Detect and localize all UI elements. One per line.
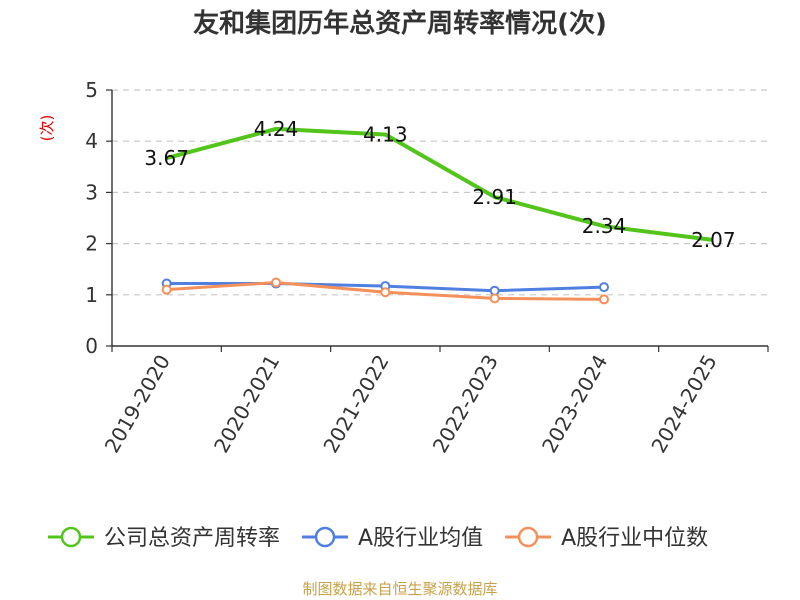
x-tick-label: 2021-2022 xyxy=(318,351,393,457)
data-point xyxy=(380,287,391,298)
chart-title: 友和集团历年总资产周转率情况(次) xyxy=(193,8,607,39)
data-label: 2.91 xyxy=(472,185,517,209)
data-label: 3.67 xyxy=(144,146,189,170)
grid xyxy=(112,89,768,296)
y-tick-label: 5 xyxy=(85,78,98,102)
y-tick-label: 0 xyxy=(85,334,98,358)
legend-label-0: 公司总资产周转率 xyxy=(104,526,280,551)
x-tick-label: 2023-2024 xyxy=(537,351,612,457)
source-note: 制图数据来自恒生聚源数据库 xyxy=(302,580,497,598)
y-tick-label: 1 xyxy=(85,283,98,307)
series-line-0 xyxy=(166,126,714,243)
data-point xyxy=(489,293,500,304)
legend-marker-2 xyxy=(517,526,539,548)
series xyxy=(161,126,714,305)
legend-marker-1 xyxy=(314,526,336,548)
data-labels: 3.67 4.24 4.13 2.91 2.34 2.07 xyxy=(144,117,735,252)
x-tick-label: 2022-2023 xyxy=(428,350,503,456)
legend-marker-0 xyxy=(60,526,82,548)
data-point xyxy=(161,284,172,295)
y-tick-label: 2 xyxy=(85,232,98,256)
y-tick-label: 4 xyxy=(85,129,98,153)
data-point xyxy=(599,282,609,293)
data-point xyxy=(271,277,281,288)
data-point xyxy=(599,294,609,305)
legend-label-1: A股行业均值 xyxy=(358,526,483,551)
data-label: 4.24 xyxy=(254,117,299,141)
x-tick-label: 2020-2021 xyxy=(209,351,284,457)
y-tick-label: 3 xyxy=(85,180,98,204)
data-label: 4.13 xyxy=(363,123,408,147)
data-label: 2.07 xyxy=(691,228,736,252)
x-tick-label: 2024-2025 xyxy=(646,351,721,457)
data-label: 2.34 xyxy=(582,214,627,238)
x-tick-label: 2019-2020 xyxy=(100,351,175,457)
axes: 0 1 2 3 4 5 2019-2020 2020-2021 2021-2022 2022-20… xyxy=(85,78,769,457)
y-axis-label: (次) xyxy=(38,115,56,142)
legend-label-2: A股行业中位数 xyxy=(561,526,708,551)
legend: 公司总资产周转率 A股行业均值 A股行业中位数 xyxy=(48,526,708,551)
